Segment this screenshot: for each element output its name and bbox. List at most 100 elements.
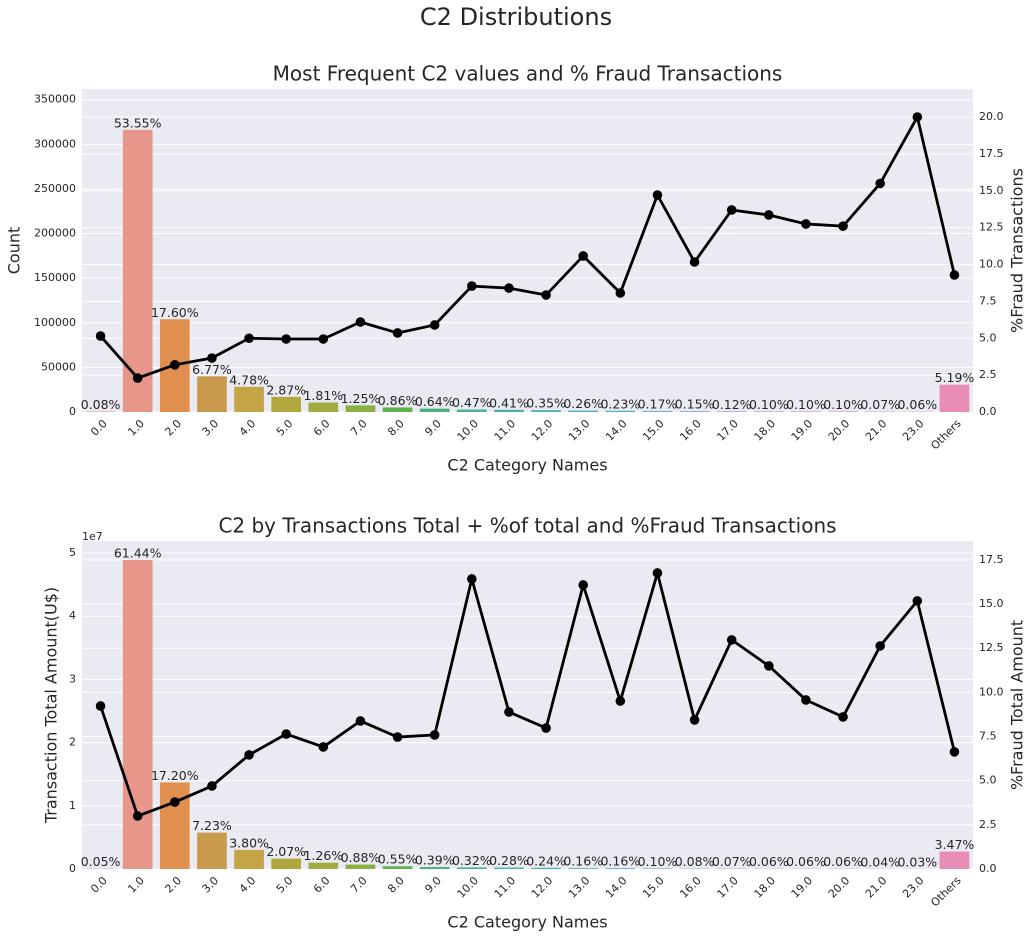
bar-value-label: 0.12%: [712, 397, 752, 412]
y2-tick-label: 15.0: [979, 597, 1004, 610]
bar-value-label: 0.10%: [823, 397, 863, 412]
bar: [642, 868, 673, 869]
bar-value-label: 6.77%: [192, 362, 232, 377]
x-tick-label: 15.0: [640, 874, 667, 901]
bar-value-label: 2.87%: [266, 382, 306, 397]
fraud-point: [949, 270, 960, 280]
fraud-point: [726, 635, 737, 645]
x-tick-label: 0.0: [88, 874, 110, 896]
x-tick-label: 20.0: [826, 874, 853, 901]
plot-background: [82, 541, 973, 869]
fraud-point: [875, 178, 885, 189]
y-tick-label: 3: [69, 672, 76, 685]
fraud-point: [838, 712, 848, 722]
x-tick-label: 17.0: [714, 417, 741, 444]
fraud-point: [170, 797, 180, 807]
bar-value-label: 0.26%: [563, 396, 603, 411]
bar: [419, 867, 450, 869]
x-tick-label: 9.0: [422, 417, 444, 439]
fraud-point: [281, 334, 291, 344]
fraud-point: [95, 701, 106, 711]
bar-value-label: 0.08%: [675, 854, 715, 869]
bar-value-label: 5.19%: [935, 370, 975, 385]
bar: [308, 862, 339, 869]
x-tick-label: 11.0: [492, 417, 519, 444]
bar: [642, 411, 673, 412]
x-tick-label: 16.0: [677, 874, 704, 901]
x-tick-label: 6.0: [311, 874, 333, 896]
x-tick-label: 20.0: [826, 417, 853, 444]
bar-value-label: 17.60%: [151, 305, 199, 320]
bar-value-label: 0.88%: [341, 850, 381, 865]
y-tick-label: 5: [69, 546, 76, 559]
bar-value-label: 0.16%: [600, 854, 640, 869]
x-tick-label: 14.0: [603, 874, 630, 901]
bar: [271, 396, 302, 412]
fraud-point: [615, 288, 626, 298]
bar-value-label: 0.39%: [415, 853, 455, 868]
x-tick-label: 8.0: [385, 417, 407, 439]
x-tick-label: 18.0: [752, 874, 779, 901]
chart-title: C2 by Transactions Total + %of total and…: [218, 514, 836, 538]
bar: [791, 411, 821, 412]
bar-value-label: 0.41%: [489, 395, 529, 410]
fraud-point: [615, 696, 626, 706]
x-tick-label: 5.0: [274, 874, 296, 896]
x-tick-label: 7.0: [348, 417, 370, 439]
fraud-point: [207, 353, 217, 363]
fraud-point: [801, 219, 811, 229]
bar-value-label: 3.47%: [935, 837, 975, 852]
x-axis-label: C2 Category Names: [447, 456, 607, 475]
bar-value-label: 7.23%: [192, 818, 232, 833]
bar-value-label: 0.32%: [452, 853, 492, 868]
y2-tick-label: 12.5: [979, 221, 1004, 234]
x-tick-label: 1.0: [125, 874, 147, 896]
fraud-point: [318, 742, 329, 752]
y2-tick-label: 15.0: [979, 184, 1004, 197]
fraud-point: [652, 190, 663, 200]
x-tick-label: 17.0: [714, 874, 741, 901]
x-tick-label: 21.0: [863, 874, 890, 901]
bar: [494, 409, 524, 412]
fraud-point: [801, 695, 811, 705]
fraud-point: [541, 290, 551, 300]
x-tick-label: Others: [928, 874, 964, 910]
bar-value-label: 53.55%: [114, 115, 162, 130]
bar: [122, 129, 153, 413]
bar-value-label: 0.06%: [786, 854, 826, 869]
y-tick-label: 4: [69, 609, 76, 622]
y-axis-label: Transaction Total Amount(U$): [42, 587, 61, 824]
bar-value-label: 0.47%: [452, 395, 492, 410]
bar-value-label: 1.25%: [341, 391, 381, 406]
bar-value-label: 17.20%: [151, 768, 199, 783]
fraud-point: [132, 811, 143, 821]
bar: [456, 409, 487, 412]
bar-value-label: 1.26%: [303, 848, 343, 863]
fraud-point: [429, 320, 440, 330]
bar: [271, 858, 302, 869]
y2-tick-label: 10.0: [979, 685, 1004, 698]
y-tick-label: 300000: [34, 137, 76, 150]
bar: [605, 410, 636, 412]
bar-value-label: 1.81%: [303, 388, 343, 403]
bar: [345, 864, 376, 869]
fraud-point: [281, 729, 291, 739]
x-tick-label: 12.0: [529, 874, 556, 901]
bar: [197, 376, 227, 412]
y2-tick-label: 20.0: [979, 110, 1004, 123]
bar: [753, 411, 784, 412]
x-tick-label: 0.0: [88, 417, 110, 439]
fraud-point: [949, 747, 960, 757]
bar-value-label: 0.06%: [823, 854, 863, 869]
x-tick-label: 3.0: [200, 417, 222, 439]
bar-value-label: 0.07%: [712, 854, 752, 869]
y-offset-label: 1e7: [82, 530, 103, 543]
fraud-point: [355, 317, 366, 327]
bar: [494, 867, 524, 869]
x-tick-label: 21.0: [863, 417, 890, 444]
x-tick-label: 11.0: [492, 874, 519, 901]
x-tick-label: Others: [928, 417, 964, 453]
y-tick-label: 350000: [34, 93, 76, 106]
bar-value-label: 0.05%: [81, 854, 121, 869]
